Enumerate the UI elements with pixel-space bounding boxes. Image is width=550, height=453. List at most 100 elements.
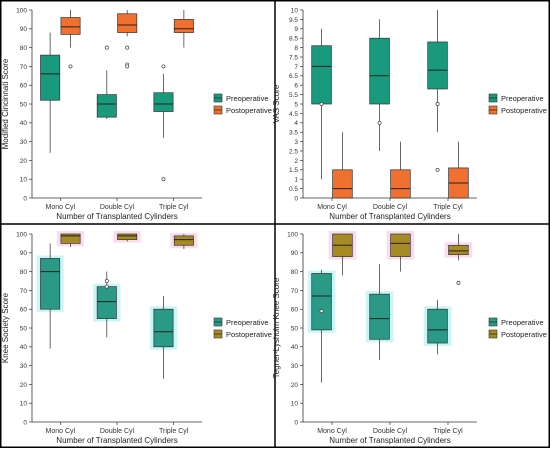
y-tick-label: 30 — [20, 363, 28, 370]
y-tick-label: 30 — [20, 139, 28, 146]
y-tick-label: 50 — [20, 325, 28, 332]
box-postoperative — [448, 244, 469, 256]
legend-label: Postoperative — [501, 106, 547, 115]
outlier-point — [435, 167, 440, 172]
y-tick-label: 90 — [20, 26, 28, 33]
y-tick-label: 8 — [294, 45, 298, 52]
legend-label: Preoperative — [501, 318, 544, 327]
y-tick-label: 20 — [291, 382, 299, 389]
outlier-point — [125, 64, 130, 69]
y-tick-label: 100 — [16, 7, 27, 14]
x-tick-label: Double Cyl — [100, 204, 135, 211]
y-tick-label: 1.5 — [289, 167, 298, 174]
y-tick-label: 1 — [294, 177, 298, 184]
box-postoperative — [173, 19, 194, 33]
y-axis-title: Modified Cincinnati Score — [1, 58, 10, 149]
y-axis-title: Knee Society Score — [1, 292, 10, 363]
outlier-point — [319, 309, 324, 314]
x-tick-label: Double Cyl — [373, 204, 408, 211]
x-tick-label: Mono Cyl — [317, 204, 347, 211]
x-axis-title: Number of Transplanted Cylinders — [329, 212, 450, 221]
y-tick-label: 10 — [20, 177, 28, 184]
legend-label: Preoperative — [501, 94, 544, 103]
y-tick-label: 0 — [294, 195, 298, 202]
y-tick-label: 3.5 — [289, 130, 298, 137]
y-tick-label: 10 — [291, 7, 299, 14]
y-tick-label: 3 — [294, 139, 298, 146]
box-preoperative — [96, 286, 117, 319]
y-axis-title: Tegner-Lysholm Knee Score — [272, 277, 281, 378]
x-tick-label: Mono Cyl — [46, 204, 76, 211]
box-preoperative — [369, 37, 390, 105]
y-tick-label: 30 — [291, 363, 299, 370]
y-tick-label: 2.5 — [289, 148, 298, 155]
y-tick-label: 60 — [20, 83, 28, 90]
legend-label: Preoperative — [226, 318, 269, 327]
y-tick-label: 50 — [20, 101, 28, 108]
y-tick-label: 10 — [20, 401, 28, 408]
box-postoperative — [390, 233, 411, 257]
box-postoperative — [173, 235, 194, 246]
y-tick-label: 2 — [294, 158, 298, 165]
outlier-point — [435, 102, 440, 106]
y-tick-label: 8.5 — [289, 36, 298, 43]
outlier-point — [161, 64, 166, 69]
x-axis-title: Number of Transplanted Cylinders — [56, 436, 177, 445]
x-tick-label: Mono Cyl — [46, 428, 76, 435]
x-tick-label: Mono Cyl — [317, 428, 347, 435]
panel-1: 0 10 20 30 40 50 60 70 80 90 100 Modified Cincinnat… — [1, 7, 272, 221]
y-tick-label: 40 — [20, 120, 28, 127]
legend-label: Postoperative — [226, 106, 272, 115]
y-tick-label: 60 — [20, 307, 28, 314]
box-postoperative — [60, 233, 81, 244]
x-tick-label: Triple Cyl — [159, 204, 189, 211]
box-preoperative — [311, 273, 332, 331]
box-postoperative — [390, 169, 411, 199]
y-tick-label: 0 — [294, 419, 298, 426]
y-tick-label: 9.5 — [289, 17, 298, 24]
box-preoperative — [153, 92, 174, 112]
y-tick-label: 90 — [20, 250, 28, 257]
box-preoperative — [369, 293, 390, 340]
y-tick-label: 70 — [291, 288, 299, 295]
y-tick-label: 100 — [16, 231, 27, 238]
box-preoperative — [40, 258, 61, 310]
outlier-point — [161, 177, 166, 182]
outlier-point — [104, 45, 109, 50]
y-tick-label: 6 — [294, 83, 298, 90]
y-tick-label: 80 — [291, 269, 299, 276]
x-tick-label: Triple Cyl — [433, 428, 463, 435]
outlier-point — [456, 280, 461, 285]
y-tick-label: 0 — [23, 419, 27, 426]
x-axis-title: Number of Transplanted Cylinders — [329, 436, 450, 445]
outlier-point — [319, 102, 324, 106]
y-tick-label: 40 — [20, 344, 28, 351]
y-tick-label: 100 — [287, 231, 298, 238]
box-preoperative — [311, 45, 332, 105]
box-preoperative — [153, 308, 174, 348]
y-tick-label: 7.5 — [289, 54, 298, 61]
y-tick-label: 4.5 — [289, 111, 298, 118]
y-tick-label: 70 — [20, 64, 28, 71]
outlier-point — [68, 64, 73, 69]
y-axis-title: VAS Score — [272, 84, 281, 123]
y-tick-label: 80 — [20, 269, 28, 276]
box-postoperative — [117, 233, 138, 240]
box-postoperative — [117, 13, 138, 33]
legend-label: Postoperative — [501, 330, 547, 339]
outlier-point — [104, 279, 109, 283]
y-tick-label: 10 — [291, 401, 299, 408]
y-tick-label: 20 — [20, 382, 28, 389]
legend-label: Preoperative — [226, 94, 269, 103]
x-tick-label: Triple Cyl — [159, 428, 189, 435]
y-tick-label: 20 — [20, 158, 28, 165]
box-postoperative — [60, 17, 81, 35]
y-tick-label: 6.5 — [289, 73, 298, 80]
y-tick-label: 70 — [20, 288, 28, 295]
legend-label: Postoperative — [226, 330, 272, 339]
box-postoperative — [332, 169, 353, 199]
y-tick-label: 80 — [20, 45, 28, 52]
x-axis-title: Number of Transplanted Cylinders — [56, 212, 177, 221]
